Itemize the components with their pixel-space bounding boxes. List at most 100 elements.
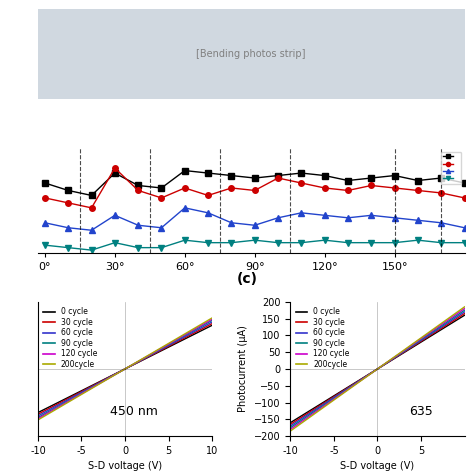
60 cycle xyxy=(453,315,459,320)
200cycle xyxy=(209,315,215,321)
30 cycle xyxy=(201,325,206,331)
Legend: , , , : , , , xyxy=(441,152,461,184)
90 cycle xyxy=(447,318,453,323)
90 cycle xyxy=(209,318,215,323)
0 cycle xyxy=(35,410,41,415)
90 cycle xyxy=(82,389,87,394)
30 cycle xyxy=(288,421,293,427)
90 cycle xyxy=(67,397,73,402)
Legend: 0 cycle, 30 cycle, 60 cycle, 90 cycle, 120 cycle, 200cycle: 0 cycle, 30 cycle, 60 cycle, 90 cycle, 1… xyxy=(42,306,99,370)
200cycle xyxy=(462,304,467,310)
30 cycle xyxy=(46,406,51,411)
0 cycle xyxy=(462,312,467,318)
Text: (c): (c) xyxy=(237,272,257,286)
200cycle xyxy=(320,405,326,411)
200cycle xyxy=(35,417,41,423)
30 cycle xyxy=(294,417,300,423)
30 cycle xyxy=(320,401,326,407)
60 cycle xyxy=(294,419,300,424)
30 cycle xyxy=(82,387,87,393)
200cycle xyxy=(453,310,459,316)
60 cycle xyxy=(42,410,48,415)
0 cycle xyxy=(201,327,206,333)
90 cycle xyxy=(298,418,304,423)
0 cycle xyxy=(294,416,300,421)
90 cycle xyxy=(334,393,339,399)
0 cycle xyxy=(447,321,453,327)
30 cycle xyxy=(35,411,41,417)
120 cycle xyxy=(462,306,467,311)
Line: 60 cycle: 60 cycle xyxy=(38,322,212,416)
Legend: 0 cycle, 30 cycle, 60 cycle, 90 cycle, 120 cycle, 200cycle: 0 cycle, 30 cycle, 60 cycle, 90 cycle, 1… xyxy=(294,306,351,370)
30 cycle xyxy=(42,408,48,413)
120 cycle xyxy=(334,394,339,400)
Line: 200cycle: 200cycle xyxy=(291,307,465,431)
120 cycle xyxy=(194,325,200,331)
90 cycle xyxy=(194,326,200,331)
0 cycle xyxy=(209,322,215,328)
200cycle xyxy=(42,413,48,419)
60 cycle xyxy=(288,423,293,429)
Line: 30 cycle: 30 cycle xyxy=(38,324,212,414)
60 cycle xyxy=(447,319,453,325)
200cycle xyxy=(334,395,339,401)
60 cycle xyxy=(298,416,304,422)
Text: [Bending photos strip]: [Bending photos strip] xyxy=(196,49,306,59)
0 cycle xyxy=(288,420,293,426)
200cycle xyxy=(67,398,73,404)
120 cycle xyxy=(298,419,304,425)
30 cycle xyxy=(462,311,467,317)
0 cycle xyxy=(194,330,200,336)
90 cycle xyxy=(42,411,48,417)
200cycle xyxy=(288,428,293,434)
200cycle xyxy=(201,320,206,326)
60 cycle xyxy=(194,327,200,333)
120 cycle xyxy=(201,321,206,327)
Y-axis label: Photocurrent (μA): Photocurrent (μA) xyxy=(238,326,248,412)
60 cycle xyxy=(334,393,339,399)
Line: 0 cycle: 0 cycle xyxy=(38,325,212,412)
90 cycle xyxy=(294,420,300,426)
90 cycle xyxy=(35,415,41,420)
120 cycle xyxy=(288,427,293,432)
200cycle xyxy=(294,423,300,429)
120 cycle xyxy=(294,422,300,428)
0 cycle xyxy=(298,413,304,419)
Text: 635: 635 xyxy=(409,405,433,419)
200cycle xyxy=(82,390,87,396)
30 cycle xyxy=(67,394,73,400)
60 cycle xyxy=(320,402,326,408)
30 cycle xyxy=(453,316,459,322)
120 cycle xyxy=(42,412,48,418)
X-axis label: S-D voltage (V): S-D voltage (V) xyxy=(88,461,162,471)
0 cycle xyxy=(334,391,339,397)
X-axis label: S-D voltage (V): S-D voltage (V) xyxy=(340,461,415,471)
Line: 120 cycle: 120 cycle xyxy=(38,319,212,419)
60 cycle xyxy=(209,319,215,325)
Line: 120 cycle: 120 cycle xyxy=(291,309,465,429)
30 cycle xyxy=(334,392,339,398)
200cycle xyxy=(447,315,453,320)
120 cycle xyxy=(35,416,41,421)
60 cycle xyxy=(201,324,206,329)
120 cycle xyxy=(209,317,215,322)
0 cycle xyxy=(46,404,51,410)
90 cycle xyxy=(462,307,467,313)
30 cycle xyxy=(209,321,215,327)
Line: 30 cycle: 30 cycle xyxy=(291,314,465,424)
0 cycle xyxy=(67,393,73,399)
60 cycle xyxy=(35,413,41,419)
120 cycle xyxy=(453,312,459,318)
120 cycle xyxy=(67,397,73,403)
90 cycle xyxy=(288,425,293,430)
90 cycle xyxy=(46,409,51,415)
Text: 450 nm: 450 nm xyxy=(110,405,158,419)
90 cycle xyxy=(320,403,326,409)
30 cycle xyxy=(194,328,200,334)
0 cycle xyxy=(42,406,48,412)
0 cycle xyxy=(82,386,87,392)
60 cycle xyxy=(67,396,73,401)
120 cycle xyxy=(320,404,326,410)
200cycle xyxy=(194,324,200,329)
200cycle xyxy=(46,411,51,417)
